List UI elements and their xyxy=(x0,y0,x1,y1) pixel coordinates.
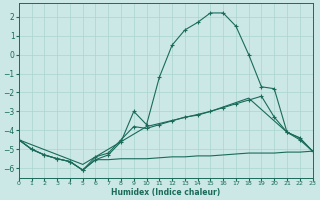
X-axis label: Humidex (Indice chaleur): Humidex (Indice chaleur) xyxy=(111,188,220,197)
